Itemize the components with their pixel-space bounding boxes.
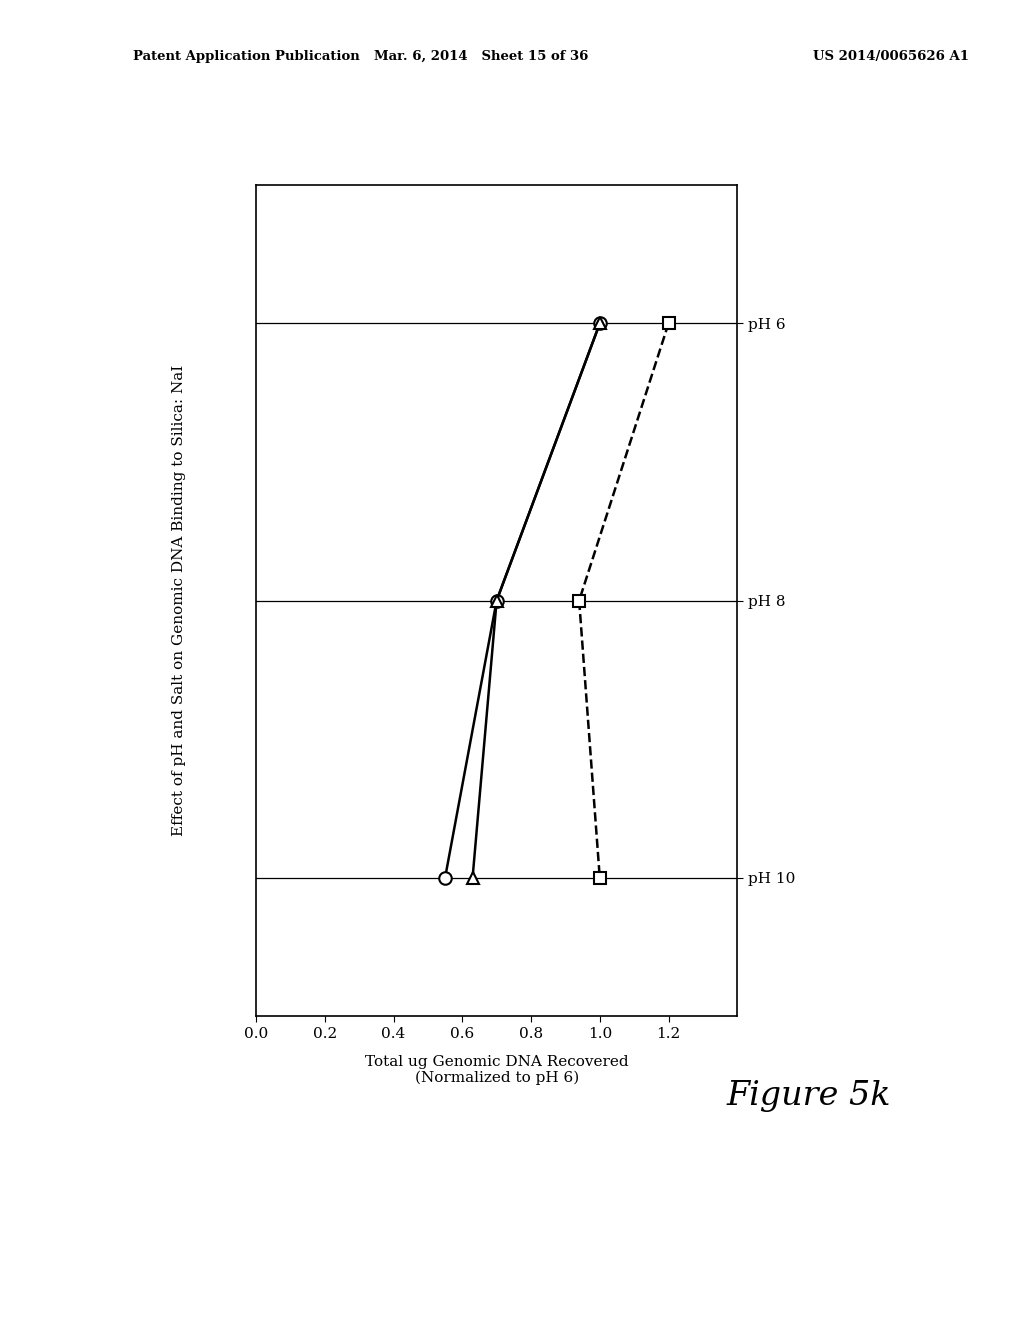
X-axis label: Total ug Genomic DNA Recovered
(Normalized to pH 6): Total ug Genomic DNA Recovered (Normaliz… — [365, 1055, 629, 1085]
Text: Figure 5k: Figure 5k — [727, 1080, 891, 1111]
Text: Mar. 6, 2014   Sheet 15 of 36: Mar. 6, 2014 Sheet 15 of 36 — [374, 50, 589, 63]
Text: US 2014/0065626 A1: US 2014/0065626 A1 — [813, 50, 969, 63]
Text: Effect of pH and Salt on Genomic DNA Binding to Silica: NaI: Effect of pH and Salt on Genomic DNA Bin… — [172, 364, 186, 837]
Text: Patent Application Publication: Patent Application Publication — [133, 50, 359, 63]
